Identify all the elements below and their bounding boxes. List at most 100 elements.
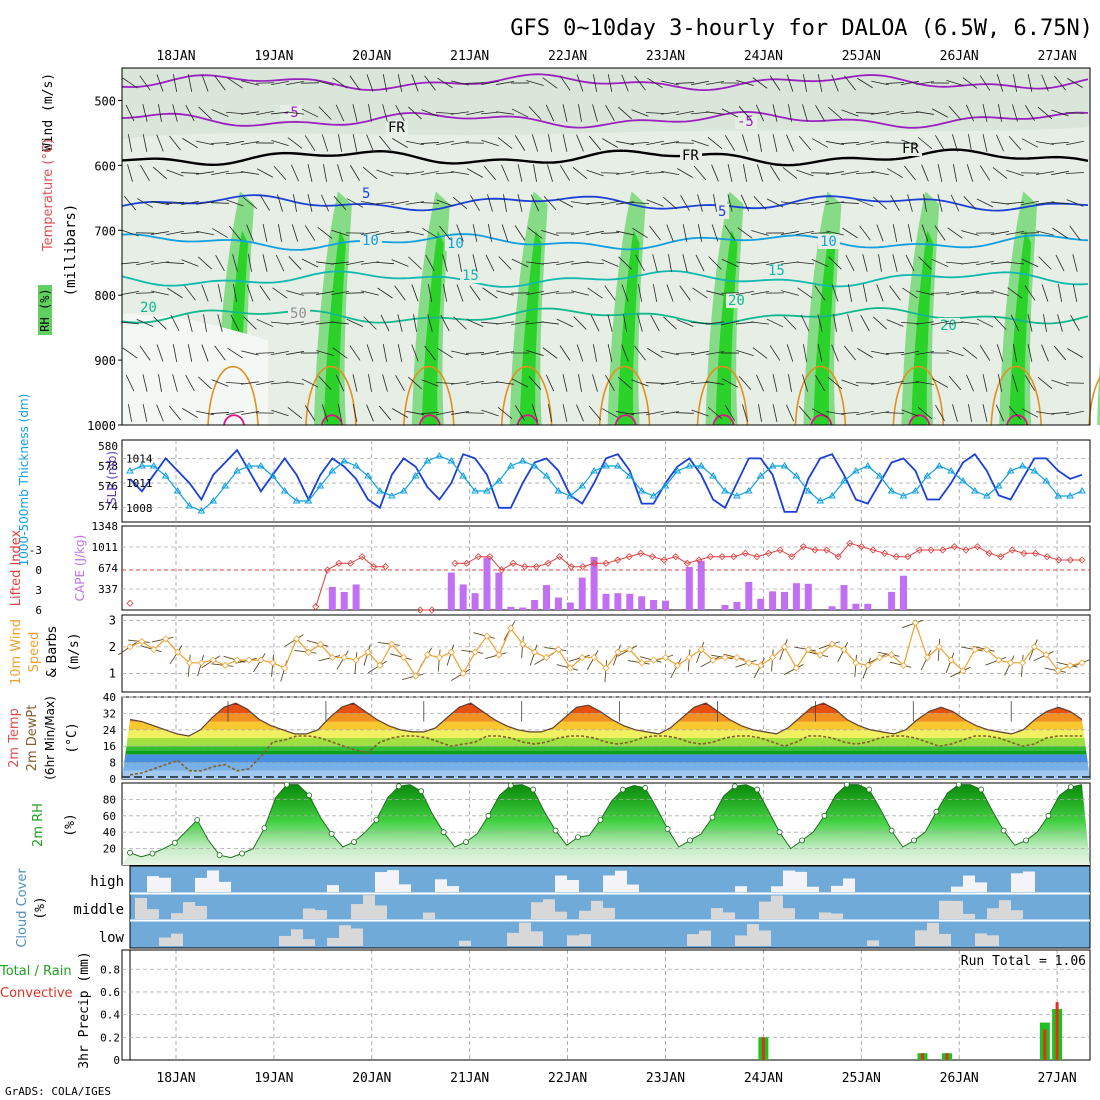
wind-speed-point: [435, 653, 443, 662]
pressure-tick-label: 500: [94, 94, 116, 108]
wind-barb-10m: [318, 655, 341, 662]
wind-barb: [797, 287, 813, 299]
wind-speed-point: [1007, 659, 1015, 667]
lifted-index-point: [904, 553, 912, 561]
wind-barb: [156, 404, 164, 422]
thickness-point: [518, 457, 527, 464]
contour-label-bg: [900, 141, 922, 156]
wind-barb: [346, 318, 364, 328]
wind-barb: [543, 196, 557, 210]
wind-barb: [437, 77, 453, 89]
wind-barb: [1036, 141, 1054, 145]
wind-barb: [576, 134, 584, 152]
wind-barb: [241, 141, 259, 145]
wind-barb: [871, 381, 889, 385]
wind-barb: [1055, 254, 1065, 272]
wind-barb: [469, 285, 481, 301]
wind-barb: [931, 108, 949, 118]
cloud-bar: [867, 940, 879, 946]
wind-barb-10m: [284, 634, 304, 647]
precip-total-legend: Total / Rain: [0, 964, 72, 979]
wind-barb: [1027, 344, 1033, 362]
wind-barb: [331, 321, 349, 325]
temp-tick-label: 24: [103, 724, 117, 737]
rh-point: [171, 839, 178, 846]
thickness-point: [1054, 492, 1063, 499]
thickness-point: [506, 462, 515, 469]
wind-barb: [436, 410, 454, 416]
cloud-bar: [159, 937, 171, 946]
lifted-index-point: [997, 553, 1005, 561]
wind-speed-point: [685, 653, 693, 662]
thickness-point: [578, 482, 587, 489]
lifted-index-point: [939, 546, 947, 554]
precip-convective-bar: [761, 1037, 765, 1060]
cloud-axis-title: Cloud Cover: [15, 868, 30, 948]
wind-barb: [646, 410, 664, 416]
wind-barb: [647, 77, 663, 89]
wind-barb: [604, 285, 616, 301]
wind-barb: [993, 316, 1007, 330]
wind-barb: [680, 194, 690, 212]
wind-speed-point: [150, 645, 158, 654]
cloud-bar: [447, 886, 459, 892]
wind-barb: [366, 134, 374, 152]
wind-barb: [605, 375, 615, 391]
wind-barb: [533, 164, 537, 182]
wind-barb: [753, 196, 767, 210]
thickness-axis-title: 1000-500mb Thickness (dm): [17, 394, 31, 567]
wind-barb: [827, 106, 843, 120]
cloud-bar: [603, 907, 615, 919]
wind-barb: [886, 110, 904, 116]
wind-speed-point: [197, 659, 205, 667]
wind-barb-10m: [696, 641, 705, 663]
dewpoint-series-line: [129, 735, 1082, 776]
wind-barb: [180, 232, 200, 234]
date-label-bottom: 19JAN: [254, 1071, 293, 1086]
rh-shading-core: [421, 230, 444, 425]
wind-barb-10m: [837, 642, 849, 663]
wind-barb: [998, 374, 1002, 392]
thickness-point: [364, 472, 372, 479]
thickness-point: [709, 472, 717, 479]
wind-speed-point: [911, 619, 919, 627]
wind-barb: [187, 74, 193, 92]
cloud-bar: [987, 935, 999, 946]
thickness-point: [292, 497, 301, 504]
upper-rh-shading: [122, 68, 1090, 140]
wind-barb: [571, 231, 589, 235]
cloud-bar: [147, 876, 159, 892]
wind-barb: [278, 224, 282, 242]
wind-barb: [501, 224, 509, 242]
wind-barb: [136, 319, 154, 327]
wind-barb: [1041, 74, 1049, 92]
lifted-index-point: [985, 549, 993, 557]
wind-barb: [1021, 258, 1039, 268]
wind-barb: [442, 284, 448, 302]
wind-barb: [379, 135, 391, 151]
precip-axis-title: 3hr Precip (mm): [77, 951, 92, 1068]
wind-barb: [1006, 261, 1024, 265]
wind-barb: [916, 111, 934, 115]
wind-barb: [541, 321, 559, 325]
wind-barb: [607, 74, 613, 92]
wind-barb: [466, 319, 484, 327]
wind-barb-10m: [336, 650, 349, 670]
wind-barb: [756, 164, 764, 182]
wind-barb: [217, 284, 223, 302]
wind-barb: [991, 201, 1009, 205]
temp-color-band: [122, 721, 1090, 730]
thickness-point: [566, 492, 575, 499]
wind-barb: [170, 314, 180, 332]
cloud-bar: [387, 870, 399, 892]
wind-speed-point: [554, 645, 562, 654]
wind-barb: [317, 227, 333, 239]
rh-point: [395, 783, 402, 790]
wind-barb: [241, 80, 259, 86]
cloud-bar: [603, 875, 615, 892]
wind-barb: [650, 314, 660, 332]
cape-bar: [602, 593, 610, 610]
rh-point: [933, 808, 940, 815]
wind-barb-10m: [118, 641, 137, 656]
precip-tick-label: 0.6: [100, 986, 120, 999]
